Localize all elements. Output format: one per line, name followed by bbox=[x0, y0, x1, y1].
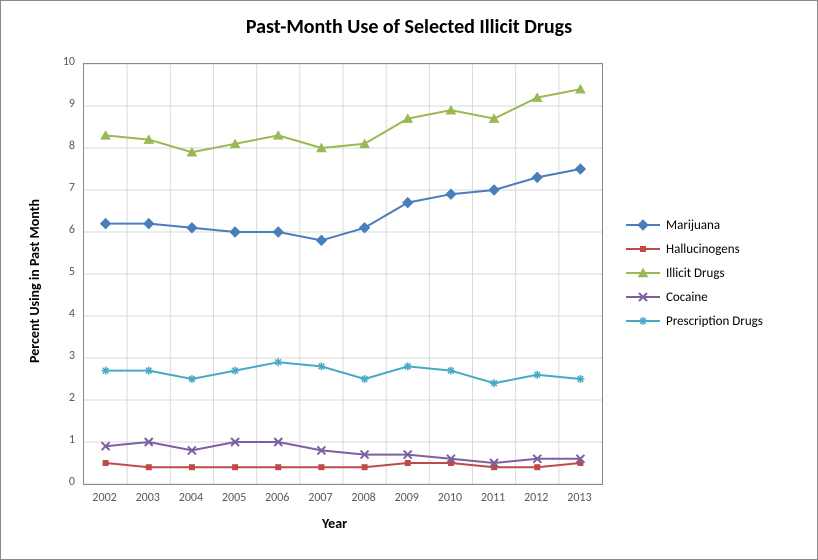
x-tick-label: 2005 bbox=[213, 491, 256, 505]
legend-label: Marijuana bbox=[666, 218, 720, 233]
y-axis-label: Percent Using in Past Month bbox=[26, 199, 43, 363]
legend-label: Cocaine bbox=[666, 290, 708, 305]
y-tick-label: 5 bbox=[51, 265, 75, 279]
data-marker bbox=[575, 84, 586, 94]
data-marker bbox=[143, 218, 154, 229]
data-marker bbox=[146, 464, 152, 470]
legend-swatch bbox=[626, 289, 660, 305]
data-marker bbox=[275, 464, 281, 470]
data-marker bbox=[362, 464, 368, 470]
x-tick-label: 2003 bbox=[126, 491, 169, 505]
y-tick-label: 2 bbox=[51, 391, 75, 405]
data-marker bbox=[405, 460, 411, 466]
data-marker bbox=[103, 460, 109, 466]
data-marker bbox=[533, 371, 541, 379]
data-marker bbox=[532, 172, 543, 183]
data-marker bbox=[637, 219, 648, 230]
x-axis-label: Year bbox=[322, 515, 347, 532]
data-marker bbox=[145, 367, 153, 375]
legend: Marijuana Hallucinogens Illicit Drugs Cocai… bbox=[626, 213, 763, 333]
legend-item: Marijuana bbox=[626, 213, 763, 237]
legend-swatch bbox=[626, 217, 660, 233]
y-tick-label: 10 bbox=[51, 55, 75, 69]
x-tick-label: 2012 bbox=[515, 491, 558, 505]
data-marker bbox=[576, 375, 584, 383]
plot-area bbox=[83, 63, 603, 485]
legend-swatch bbox=[626, 241, 660, 257]
data-marker bbox=[316, 235, 327, 246]
data-marker bbox=[575, 163, 586, 174]
x-tick-label: 2004 bbox=[169, 491, 212, 505]
data-marker bbox=[273, 226, 284, 237]
data-marker bbox=[231, 367, 239, 375]
data-marker bbox=[100, 218, 111, 229]
data-marker bbox=[404, 362, 412, 370]
data-marker bbox=[188, 375, 196, 383]
y-tick-label: 4 bbox=[51, 307, 75, 321]
y-tick-label: 9 bbox=[51, 97, 75, 111]
data-marker bbox=[273, 130, 284, 140]
data-marker bbox=[317, 362, 325, 370]
data-marker bbox=[447, 367, 455, 375]
data-marker bbox=[232, 464, 238, 470]
plot-svg bbox=[84, 64, 602, 484]
y-tick-label: 1 bbox=[51, 433, 75, 447]
x-tick-label: 2009 bbox=[385, 491, 428, 505]
x-tick-label: 2008 bbox=[342, 491, 385, 505]
legend-label: Illicit Drugs bbox=[666, 266, 725, 281]
data-marker bbox=[274, 358, 282, 366]
legend-item: Cocaine bbox=[626, 285, 763, 309]
legend-item: Hallucinogens bbox=[626, 237, 763, 261]
y-tick-label: 8 bbox=[51, 139, 75, 153]
y-tick-label: 7 bbox=[51, 181, 75, 195]
legend-item: Prescription Drugs bbox=[626, 309, 763, 333]
legend-label: Prescription Drugs bbox=[666, 314, 763, 329]
data-marker bbox=[490, 379, 498, 387]
chart-title: Past-Month Use of Selected Illicit Drugs bbox=[1, 15, 817, 39]
data-marker bbox=[639, 317, 647, 325]
data-marker bbox=[318, 464, 324, 470]
chart-frame: Past-Month Use of Selected Illicit Drugs… bbox=[0, 0, 818, 560]
data-marker bbox=[361, 375, 369, 383]
data-marker bbox=[488, 184, 499, 195]
x-tick-label: 2011 bbox=[472, 491, 515, 505]
data-marker bbox=[102, 367, 110, 375]
x-tick-label: 2006 bbox=[256, 491, 299, 505]
y-tick-label: 0 bbox=[51, 475, 75, 489]
data-marker bbox=[229, 226, 240, 237]
y-tick-label: 3 bbox=[51, 349, 75, 363]
y-tick-label: 6 bbox=[51, 223, 75, 237]
data-marker bbox=[402, 197, 413, 208]
legend-swatch bbox=[626, 265, 660, 281]
x-tick-label: 2010 bbox=[428, 491, 471, 505]
data-marker bbox=[189, 464, 195, 470]
x-tick-label: 2013 bbox=[558, 491, 601, 505]
legend-swatch bbox=[626, 313, 660, 329]
legend-label: Hallucinogens bbox=[666, 242, 740, 257]
data-marker bbox=[534, 464, 540, 470]
data-marker bbox=[640, 246, 646, 252]
legend-item: Illicit Drugs bbox=[626, 261, 763, 285]
x-tick-label: 2002 bbox=[83, 491, 126, 505]
x-tick-label: 2007 bbox=[299, 491, 342, 505]
